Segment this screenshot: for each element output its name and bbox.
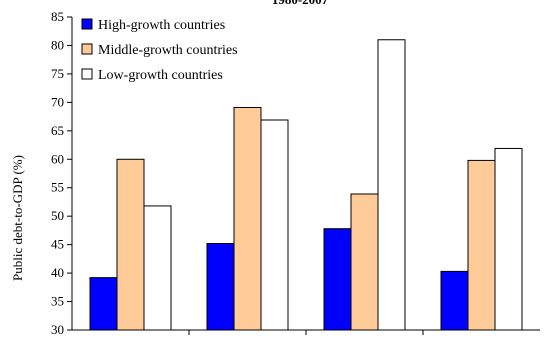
legend-swatch xyxy=(81,43,93,55)
legend-swatch xyxy=(81,18,93,30)
legend: High-growth countries Middle-growth count… xyxy=(81,18,238,83)
bar-middle-growth xyxy=(116,158,145,331)
y-axis-title: Public debt-to-GDP (%) xyxy=(10,155,25,281)
bar-low-growth xyxy=(143,205,172,331)
bar-high-growth xyxy=(89,277,118,331)
bar-low-growth xyxy=(377,39,406,331)
y-tick-label: 30 xyxy=(51,322,64,337)
legend-swatch xyxy=(81,68,93,80)
legend-label: High-growth countries xyxy=(98,18,225,33)
y-tick-label: 60 xyxy=(51,151,64,166)
chart-title: 1980-2007 xyxy=(272,0,329,7)
y-tick-label: 55 xyxy=(51,180,64,195)
y-tick-label: 75 xyxy=(51,66,64,81)
legend-label: Low-growth countries xyxy=(98,68,223,83)
bar-middle-growth xyxy=(233,106,262,331)
bar-high-growth xyxy=(323,228,352,331)
y-tick-label: 50 xyxy=(51,208,64,223)
bar-high-growth xyxy=(206,242,235,331)
legend-label: Middle-growth countries xyxy=(98,43,238,58)
bar-low-growth xyxy=(494,147,523,331)
y-tick-label: 45 xyxy=(51,237,64,252)
bar-high-growth xyxy=(440,270,469,331)
y-tick-label: 80 xyxy=(51,37,64,52)
y-tick-label: 65 xyxy=(51,123,64,138)
y-tick-label: 70 xyxy=(51,94,64,109)
y-tick-label: 35 xyxy=(51,294,64,309)
y-tick-label: 85 xyxy=(51,9,64,24)
bar-low-growth xyxy=(260,119,289,331)
bar-middle-growth xyxy=(467,159,496,331)
plot-area: 30 35 40 45 50 55 60 65 70 75 80 85 xyxy=(51,9,540,337)
bar-middle-growth xyxy=(350,193,379,331)
y-tick-label: 40 xyxy=(51,265,64,280)
